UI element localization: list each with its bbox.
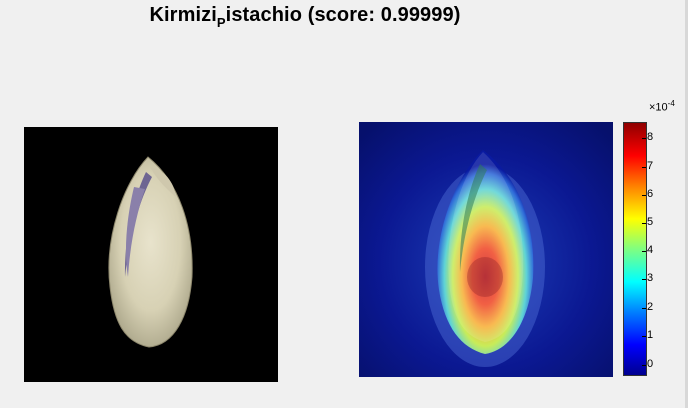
- colorbar: [623, 122, 647, 376]
- title-main: Kirmizi: [149, 4, 217, 26]
- colorbar-tick: 1: [641, 329, 654, 341]
- colorbar-tick: 3: [641, 272, 654, 284]
- colorbar-ticks: 8 7 6 5 4 3 2 1 0: [641, 122, 687, 376]
- pistachio-image: [24, 127, 278, 382]
- colorbar-tick: 6: [641, 188, 654, 200]
- colorbar-tick: 4: [641, 244, 654, 256]
- heatmap-illustration: [359, 122, 613, 377]
- colorbar-tick: 0: [641, 358, 654, 370]
- colorbar-tick: 7: [641, 160, 654, 172]
- colorbar-tick: 2: [641, 301, 654, 313]
- title-subscript: P: [216, 15, 226, 30]
- colorbar-multiplier: ×10: [649, 101, 668, 114]
- heatmap-image: [359, 122, 613, 377]
- title-rest: istachio (score: 0.99999): [225, 4, 461, 26]
- figure-title: KirmiziPistachio (score: 0.99999): [0, 4, 610, 30]
- colorbar-tick: 5: [641, 216, 654, 228]
- pistachio-illustration: [108, 156, 193, 348]
- window-edge: [685, 0, 688, 408]
- colorbar-exponent: ×10-4: [649, 99, 675, 114]
- colorbar-power: -4: [667, 99, 675, 108]
- colorbar-tick: 8: [641, 131, 654, 143]
